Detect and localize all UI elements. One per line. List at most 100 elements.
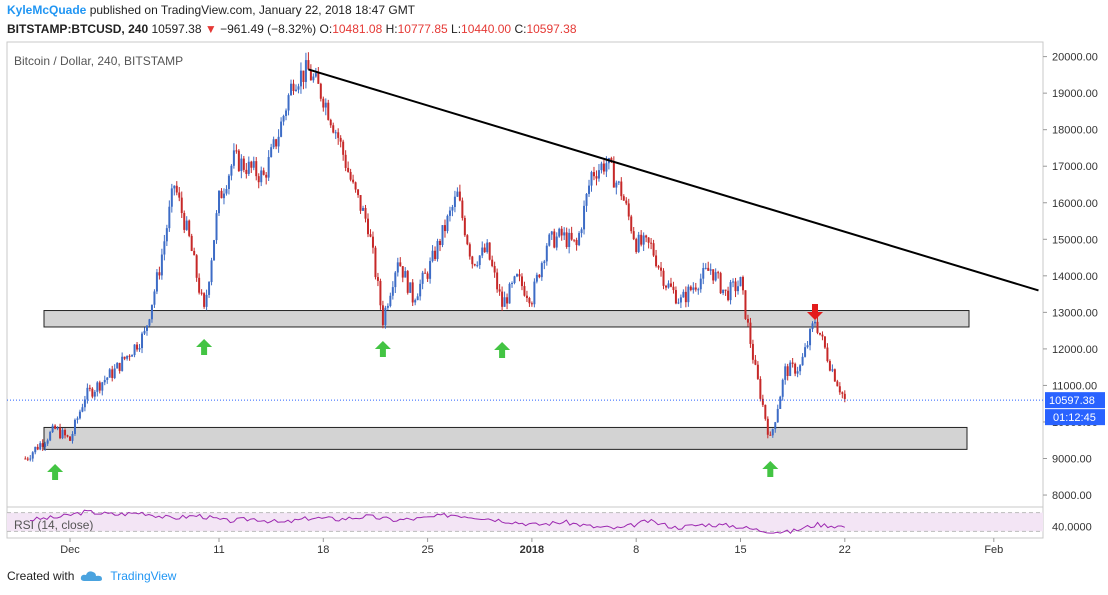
- support-zone[interactable]: [43, 426, 968, 450]
- price-tick-label: 16000.00: [1052, 198, 1098, 210]
- candle-body: [520, 276, 523, 287]
- candle-body: [327, 102, 330, 120]
- trendline[interactable]: [308, 68, 1039, 292]
- candle-body: [516, 274, 518, 277]
- candle-body: [786, 366, 789, 376]
- candle-body: [724, 289, 727, 291]
- candle-body: [560, 228, 563, 236]
- candle-body: [764, 404, 767, 419]
- candle-body: [349, 171, 352, 180]
- candle-body: [193, 250, 196, 256]
- candle-body: [369, 234, 372, 237]
- candle-body: [203, 293, 206, 307]
- candle-body: [103, 379, 106, 383]
- red-arrow-down-icon: [807, 304, 823, 320]
- candle-body: [486, 242, 489, 253]
- candle-body: [704, 267, 707, 269]
- candle-body: [823, 336, 826, 348]
- price-axis[interactable]: 20000.00 19000.00 18000.00 17000.00 16000.00…: [1043, 52, 1098, 502]
- last-price-badge: [1045, 392, 1105, 409]
- candle-body: [826, 347, 829, 362]
- footer: Created with TradingView: [7, 569, 176, 583]
- candle-body: [396, 262, 399, 273]
- candle-body: [141, 333, 144, 349]
- candle-body: [232, 150, 235, 166]
- candle-body: [138, 348, 141, 350]
- candle-body: [491, 259, 494, 267]
- rsi-pane[interactable]: RSI (14, close) 40.0000: [7, 506, 1092, 535]
- tradingview-link[interactable]: TradingView: [110, 569, 177, 583]
- candle-body: [468, 244, 471, 257]
- candle-body: [811, 323, 814, 330]
- support-zone[interactable]: [43, 310, 970, 328]
- candle-body: [756, 364, 759, 379]
- candle-body: [297, 86, 300, 90]
- candle-body: [622, 196, 625, 201]
- candle-body: [741, 276, 744, 291]
- candle-body: [277, 136, 280, 147]
- candle-body: [158, 272, 161, 276]
- candle-body: [81, 407, 84, 412]
- candle-body: [714, 272, 717, 281]
- candle-body: [759, 378, 762, 399]
- candle-body: [481, 247, 484, 256]
- candle-body: [779, 396, 782, 409]
- candle-body: [694, 287, 697, 290]
- candle-body: [553, 231, 556, 248]
- candle-body: [56, 427, 59, 429]
- candle-body: [227, 175, 230, 190]
- support-zones[interactable]: [43, 310, 970, 450]
- candle-body: [612, 162, 615, 188]
- candle-body: [364, 207, 367, 219]
- candle-body: [471, 256, 474, 265]
- candle-body: [513, 276, 516, 284]
- candle-body: [717, 272, 720, 274]
- candle-body: [247, 161, 250, 174]
- candle-body: [386, 305, 389, 308]
- candle-body: [799, 365, 802, 372]
- candle-body: [136, 344, 139, 350]
- author-link[interactable]: KyleMcQuade: [7, 3, 87, 17]
- candle-body: [225, 189, 228, 194]
- candle-body: [354, 182, 357, 190]
- candle-body: [98, 382, 101, 391]
- countdown-badge: [1045, 409, 1105, 426]
- candle-body: [466, 235, 469, 245]
- candle-body: [270, 147, 273, 158]
- trendline-group[interactable]: [308, 68, 1039, 292]
- candle-body: [590, 172, 593, 186]
- time-tick-label: 22: [839, 544, 851, 556]
- time-tick-label: 15: [734, 544, 746, 556]
- candle-body: [59, 427, 62, 439]
- candle-body: [769, 434, 772, 436]
- candle-body: [285, 110, 288, 116]
- candle-body: [367, 218, 369, 235]
- candle-body: [411, 282, 414, 303]
- candle-body: [299, 70, 302, 87]
- candle-body: [709, 269, 712, 271]
- candle-body: [674, 290, 677, 304]
- candle-body: [493, 266, 496, 273]
- candle-body: [488, 242, 491, 260]
- candle-body: [334, 132, 337, 134]
- time-tick-label: 18: [317, 544, 329, 556]
- candle-body: [337, 132, 340, 138]
- candle-body: [439, 240, 442, 245]
- candle-body: [416, 296, 419, 301]
- candle-body: [501, 291, 504, 307]
- candle-body: [39, 443, 42, 450]
- candle-body: [76, 418, 79, 420]
- candle-body: [190, 235, 193, 251]
- time-axis[interactable]: Dec 11 18 25 2018 8 15 22 Feb: [60, 538, 1003, 556]
- candle-body: [766, 418, 769, 435]
- candle-body: [476, 265, 479, 267]
- candle-body: [419, 283, 422, 297]
- candle-body: [429, 261, 432, 279]
- change-value: −961.49 (−8.32%): [220, 22, 317, 36]
- price-tick-label: 9000.00: [1052, 454, 1092, 466]
- candle-body: [83, 399, 86, 408]
- candle-body: [173, 185, 176, 189]
- candle-body: [804, 347, 807, 357]
- symbol-label: BITSTAMP:BTCUSD, 240: [7, 22, 149, 36]
